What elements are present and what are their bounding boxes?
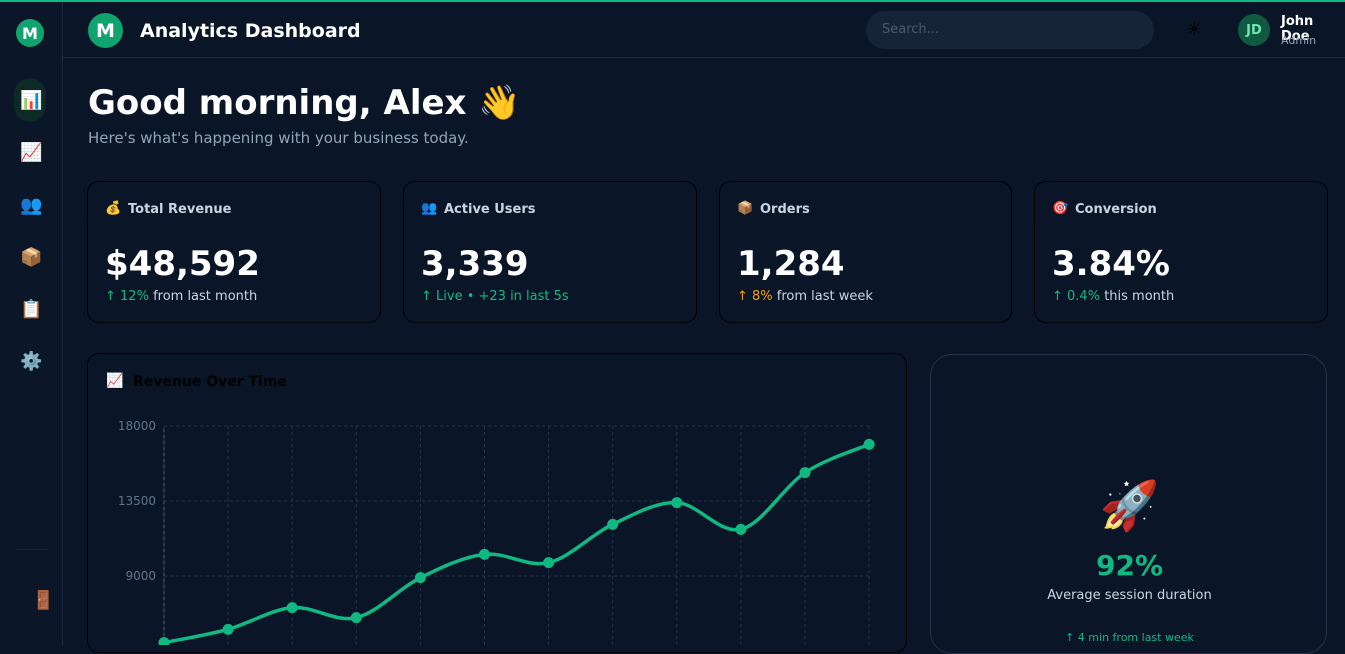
point xyxy=(158,637,170,645)
stat-note: from last month xyxy=(153,289,258,304)
y-tick-label: 13500 xyxy=(118,494,156,508)
point xyxy=(543,557,555,569)
rocket-icon: 🚀 xyxy=(1099,478,1160,534)
divider xyxy=(16,549,48,550)
nav-reports[interactable]: 📋 xyxy=(20,299,43,320)
nav-logout[interactable]: 🚪 xyxy=(32,590,55,611)
topbar: M Analytics Dashboard Search... ☀ JD Joh… xyxy=(63,2,1345,58)
nav-orders[interactable]: 📦 xyxy=(20,247,43,268)
app-logo: M xyxy=(88,13,123,48)
point xyxy=(286,602,298,614)
nav-active xyxy=(14,78,46,122)
stat-delta: ↑ 0.4% xyxy=(1052,289,1101,304)
point xyxy=(799,467,811,479)
nav-users[interactable]: 👥 xyxy=(20,195,43,216)
stat-card: 🎯 Conversion 3.84% ↑ 0.4% this month xyxy=(1034,181,1328,323)
stat-value: $48,592 xyxy=(105,244,260,284)
user-role: Admin xyxy=(1281,34,1317,47)
chart-card: 📈 Revenue Over Time xyxy=(87,353,907,653)
chart-icon: 📈 xyxy=(106,373,124,389)
stat-card: 📦 Orders 1,284 ↑ 8% from last week xyxy=(719,181,1012,323)
session-delta: ↑ 4 min from last week xyxy=(1065,631,1194,644)
stat-change: ↑ 8% from last week xyxy=(737,289,873,304)
y-tick-label: 18000 xyxy=(118,419,156,433)
stat-label: Orders xyxy=(760,202,810,217)
y-tick-label: 9000 xyxy=(125,569,156,583)
stat-change: ↑ Live • +23 in last 5s xyxy=(421,289,569,304)
stat-value: 1,284 xyxy=(737,244,845,284)
stat-delta: ↑ 8% xyxy=(737,289,773,304)
stat-icon: 🎯 xyxy=(1052,201,1069,216)
app-title: Analytics Dashboard xyxy=(140,20,361,42)
stat-icon: 👥 xyxy=(421,201,438,216)
theme-toggle[interactable]: ☀ xyxy=(1186,19,1203,40)
session-label: Average session duration xyxy=(1047,588,1212,603)
point xyxy=(414,572,426,584)
stat-value: 3.84% xyxy=(1052,244,1170,284)
stat-card: 👥 Active Users 3,339 ↑ Live • +23 in las… xyxy=(403,181,697,323)
stat-label: Total Revenue xyxy=(128,202,232,217)
stat-card: 💰 Total Revenue $48,592 ↑ 12% from last … xyxy=(87,181,381,323)
stat-delta: ↑ 12% xyxy=(105,289,149,304)
point xyxy=(735,523,747,535)
nav-dashboard[interactable]: 📊 xyxy=(20,90,43,111)
stat-delta: ↑ Live • +23 in last 5s xyxy=(421,289,569,304)
point xyxy=(607,518,619,530)
stat-label: Conversion xyxy=(1075,202,1157,217)
point xyxy=(863,438,875,450)
point xyxy=(671,497,683,509)
stat-note: this month xyxy=(1104,289,1175,304)
stat-change: ↑ 0.4% this month xyxy=(1052,289,1174,304)
avatar[interactable]: JD xyxy=(1238,14,1270,46)
nav-settings[interactable]: ⚙️ xyxy=(20,351,43,372)
top-accent xyxy=(0,0,1345,2)
user-name: John Doe xyxy=(1281,14,1314,44)
greeting-title: Good morning, Alex 👋 xyxy=(88,83,521,123)
stat-value: 3,339 xyxy=(421,244,529,284)
sidebar: M 📊 📈 👥 📦 📋 ⚙️ 🚪 xyxy=(0,2,63,645)
session-card: 🚀 92% Average session duration ↑ 4 min f… xyxy=(930,354,1327,654)
stat-change: ↑ 12% from last month xyxy=(105,289,257,304)
search-input[interactable]: Search... xyxy=(866,11,1154,49)
sidebar-logo[interactable]: M xyxy=(16,19,44,47)
stat-icon: 📦 xyxy=(737,201,754,216)
point xyxy=(479,548,490,560)
chart: 9000 13500 18000 xyxy=(118,419,875,645)
stat-icon: 💰 xyxy=(105,201,122,216)
point xyxy=(222,623,234,635)
greeting-subtitle: Here's what's happening with your busine… xyxy=(88,129,469,147)
line xyxy=(163,442,870,645)
session-value: 92% xyxy=(1095,549,1164,582)
chart-title: Revenue Over Time xyxy=(133,374,287,390)
point xyxy=(350,612,362,624)
stat-note: from last week xyxy=(776,289,873,304)
stat-label: Active Users xyxy=(444,202,536,217)
nav-analytics[interactable]: 📈 xyxy=(20,142,43,163)
